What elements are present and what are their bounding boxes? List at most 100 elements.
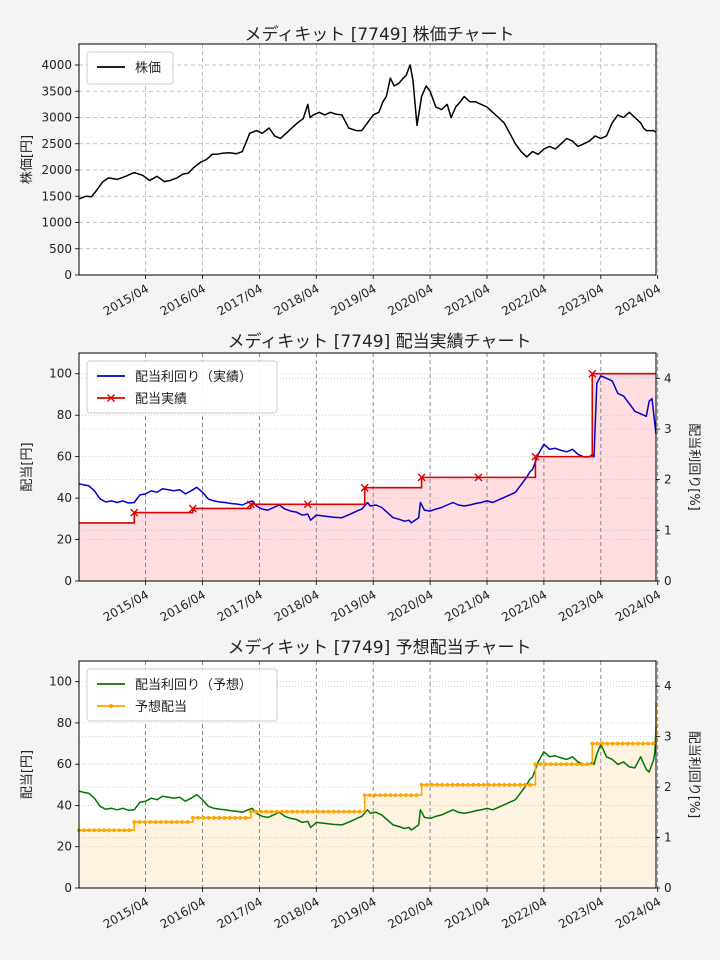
forecast-dividend-dot bbox=[331, 809, 336, 814]
forecast-dividend-dot bbox=[528, 782, 533, 787]
forecast-dividend-dot bbox=[414, 793, 419, 798]
forecast-dividend-dot bbox=[497, 782, 502, 787]
forecast-dividend-dot bbox=[615, 741, 620, 746]
forecast-dividend-dot bbox=[388, 793, 393, 798]
forecast-dividend-dot bbox=[127, 828, 132, 833]
forecast-dividend-dot bbox=[373, 793, 377, 798]
y-tick-label: 20 bbox=[57, 533, 72, 547]
forecast-dividend-dot bbox=[569, 762, 574, 767]
y-axis-label-right: 配当利回り[%] bbox=[686, 731, 701, 819]
forecast-dividend-dot bbox=[206, 815, 211, 820]
forecast-dividend-dot bbox=[362, 793, 367, 798]
x-tick-label: 2021/04 bbox=[442, 281, 492, 318]
forecast-dividend-dot bbox=[595, 741, 600, 746]
dividend-marker bbox=[246, 500, 255, 509]
y-tick-label: 3500 bbox=[41, 84, 72, 98]
x-tick-label: 2015/04 bbox=[101, 281, 151, 318]
forecast-dividend-dot bbox=[590, 741, 595, 746]
x-tick-label: 2016/04 bbox=[158, 894, 208, 931]
y-right-tick-label: 2 bbox=[664, 473, 672, 487]
dividend-marker bbox=[303, 500, 312, 509]
forecast-dividend-dot bbox=[185, 820, 190, 824]
forecast-dividend-dot bbox=[254, 809, 258, 814]
forecast-dividend-dot bbox=[222, 815, 227, 820]
forecast-dividend-dot bbox=[357, 809, 362, 814]
forecast-dividend-dot bbox=[507, 782, 512, 787]
x-tick-label: 2019/04 bbox=[329, 894, 379, 931]
x-tick-label: 2017/04 bbox=[215, 587, 265, 624]
forecast-dividend-dot bbox=[300, 809, 305, 814]
x-tick-label: 2015/04 bbox=[101, 587, 151, 624]
forecast-dividend-dot bbox=[269, 809, 274, 814]
forecast-dividend-dot bbox=[264, 809, 269, 814]
x-tick-label: 2018/04 bbox=[272, 281, 322, 318]
y-tick-label: 100 bbox=[49, 367, 72, 381]
forecast-dividend-dot bbox=[651, 741, 656, 746]
forecast-dividend-dot bbox=[502, 782, 507, 787]
forecast-dividend-dot bbox=[580, 762, 584, 767]
forecast-dividend-dot bbox=[585, 762, 589, 767]
y-tick-label: 100 bbox=[49, 675, 72, 689]
y-right-tick-label: 4 bbox=[664, 679, 672, 693]
dividend-area-fill bbox=[79, 373, 656, 581]
x-tick-label: 2021/04 bbox=[442, 894, 492, 931]
forecast-dividend-dot bbox=[342, 809, 346, 814]
forecast-dividend-dot bbox=[132, 820, 137, 824]
x-tick-label: 2022/04 bbox=[499, 587, 549, 624]
x-tick-label: 2021/04 bbox=[442, 587, 492, 624]
forecast-dividend-dot bbox=[117, 828, 122, 833]
y-right-tick-label: 0 bbox=[664, 574, 672, 588]
forecast-dividend-dot bbox=[636, 741, 640, 746]
price-line bbox=[78, 64, 657, 200]
forecast-dividend-dot bbox=[404, 793, 408, 798]
forecast-dividend-dot bbox=[564, 762, 569, 767]
forecast-dividend-dot bbox=[393, 793, 398, 798]
x-tick-label: 2023/04 bbox=[556, 281, 606, 318]
forecast-dividend-dot bbox=[455, 782, 460, 787]
dividend-marker bbox=[588, 369, 597, 378]
legend-label: 配当利回り（実績） bbox=[135, 369, 252, 385]
forecast-dividend-dot bbox=[97, 828, 101, 833]
forecast-dividend-dot bbox=[122, 828, 127, 833]
forecast-dividend-dot bbox=[481, 782, 486, 787]
forecast-dividend-dot bbox=[238, 815, 243, 820]
forecast-dividend-dot bbox=[142, 820, 147, 824]
forecast-dividend-dot bbox=[398, 793, 403, 798]
forecast-dividend-dot bbox=[248, 809, 253, 814]
forecast-dividend-dot bbox=[243, 815, 248, 820]
legend-box bbox=[86, 51, 174, 85]
forecast-dividend-dot bbox=[574, 762, 579, 767]
dividend-marker bbox=[130, 508, 139, 517]
forecast-dividend-dot bbox=[259, 809, 264, 814]
x-tick-label: 2016/04 bbox=[158, 587, 208, 624]
x-tick-label: 2022/04 bbox=[499, 281, 549, 318]
x-tick-label: 2017/04 bbox=[215, 894, 265, 931]
dividend-marker bbox=[188, 504, 197, 513]
forecast-dividend-dot bbox=[466, 782, 471, 787]
forecast-dividend-dot bbox=[352, 809, 357, 814]
plot-frame bbox=[78, 43, 657, 276]
y-tick-label: 0 bbox=[64, 881, 72, 895]
forecast-dividend-dot bbox=[190, 815, 195, 820]
y-right-tick-label: 1 bbox=[664, 831, 672, 845]
forecast-dividend-dot bbox=[233, 815, 237, 820]
y-axis-label: 配当[円] bbox=[20, 442, 35, 491]
y-tick-label: 2000 bbox=[41, 163, 72, 177]
forecast-dividend-dot bbox=[620, 741, 625, 746]
forecast-dividend-dot bbox=[440, 782, 445, 787]
forecast-dividend-dot bbox=[538, 762, 543, 767]
y-tick-label: 0 bbox=[64, 574, 72, 588]
forecast-dividend-dot bbox=[285, 809, 289, 814]
x-tick-label: 2020/04 bbox=[385, 281, 435, 318]
legend-marker bbox=[108, 703, 114, 709]
dividend-marker bbox=[417, 473, 426, 482]
forecast-dividend-dot bbox=[419, 782, 424, 787]
y-tick-label: 40 bbox=[57, 798, 72, 812]
x-tick-label: 2019/04 bbox=[329, 281, 379, 318]
forecast-dividend-dot bbox=[148, 820, 153, 824]
legend-box bbox=[86, 668, 278, 722]
legend: 株価 bbox=[86, 51, 174, 85]
forecast-dividend-dot bbox=[409, 793, 414, 798]
x-tick-label: 2016/04 bbox=[158, 281, 208, 318]
